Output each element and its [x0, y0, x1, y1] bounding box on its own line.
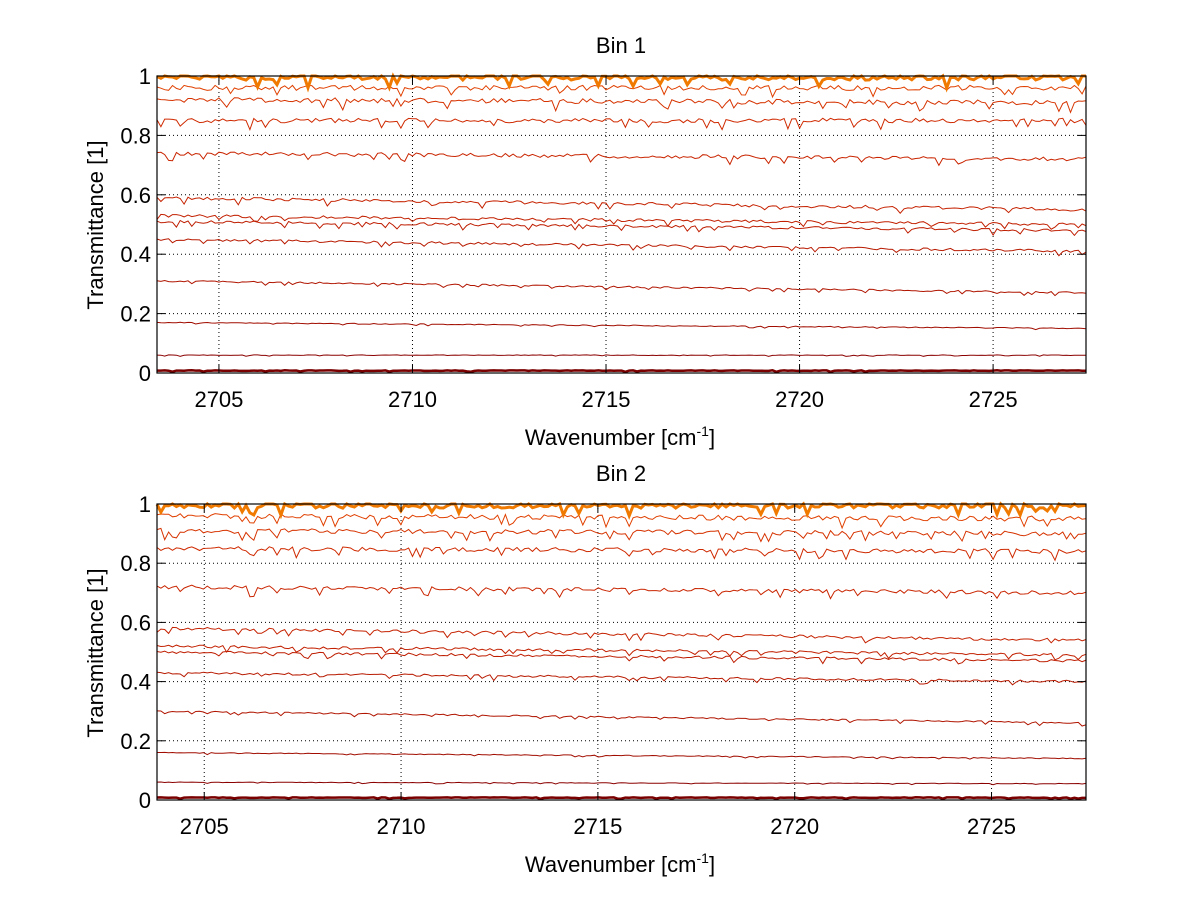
y-tick-label: 0.2	[120, 302, 151, 327]
axes-box	[156, 503, 1087, 801]
x-tick-label: 2725	[967, 814, 1016, 839]
series-line	[156, 97, 1087, 114]
y-axis-label: Transmittance [1]	[83, 140, 108, 309]
y-tick-label: 0.2	[120, 729, 151, 754]
series-line	[156, 512, 1087, 530]
y-tick-label: 0.6	[120, 610, 151, 635]
plot-area: 2705 2710 2715 2720 2725 0 0.2 0.4 0.6 0.8 1	[120, 492, 1087, 839]
x-axis-label-main: Wavenumber [cm	[525, 425, 697, 450]
chart-title: Bin 2	[596, 461, 646, 486]
y-tick-label: 0	[139, 361, 151, 386]
plot-area: 2705 2710 2715 2720 2725 0 0.2 0.4 0.6 0.8 1	[120, 64, 1087, 412]
x-axis-label-close: ]	[709, 852, 715, 877]
x-axis-label-main: Wavenumber [cm	[525, 852, 697, 877]
y-tick-label: 0.4	[120, 670, 151, 695]
x-tick-label: 2715	[582, 387, 631, 412]
x-tick-label: 2720	[775, 387, 824, 412]
x-tick-label: 2705	[194, 387, 243, 412]
y-tick-label: 0.8	[120, 123, 151, 148]
series-line	[156, 151, 1087, 167]
series-line	[156, 321, 1087, 331]
y-tick-label: 0.4	[120, 242, 151, 267]
x-tick-label: 2720	[770, 814, 819, 839]
x-tick-label: 2710	[377, 814, 426, 839]
x-axis-label-close: ]	[709, 425, 715, 450]
series-line	[157, 751, 1087, 760]
series-line	[156, 781, 1087, 786]
series-line	[156, 84, 1087, 99]
x-axis-label-superscript: -1	[697, 423, 710, 439]
x-tick-label: 2725	[969, 387, 1018, 412]
x-tick-label: 2715	[573, 814, 622, 839]
series-line	[156, 238, 1087, 257]
x-axis-label: Wavenumber [cm-1]	[525, 850, 715, 877]
axes-box	[156, 75, 1087, 374]
series-line	[156, 117, 1087, 131]
y-tick-label: 1	[139, 64, 151, 89]
chart-title: Bin 1	[596, 33, 646, 58]
x-axis-label-superscript: -1	[697, 850, 710, 866]
y-axis-label: Transmittance [1]	[83, 568, 108, 737]
series-line	[156, 710, 1087, 727]
series-line	[156, 626, 1087, 644]
series-line	[156, 650, 1087, 665]
y-tick-label: 0.6	[120, 183, 151, 208]
series-line	[156, 584, 1087, 600]
series-line	[156, 671, 1087, 686]
y-tick-label: 0.8	[120, 551, 151, 576]
chart-panel-bin-2: Bin 2 Transmittance [1] Wavenumber [cm-1…	[83, 461, 1087, 877]
x-tick-label: 2705	[180, 814, 229, 839]
series-line	[156, 796, 1086, 801]
y-tick-label: 0	[139, 788, 151, 813]
series-line	[157, 369, 1086, 374]
series-line	[156, 213, 1087, 230]
series-line	[156, 644, 1087, 661]
series-line	[156, 219, 1087, 237]
series-line	[156, 546, 1087, 562]
x-axis-label: Wavenumber [cm-1]	[525, 423, 715, 450]
series-line	[156, 527, 1087, 543]
series-line	[156, 196, 1087, 214]
y-tick-label: 1	[139, 492, 151, 517]
series-line	[156, 354, 1087, 357]
chart-panel-bin-1: Bin 1 Transmittance [1] Wavenumber [cm-1…	[83, 33, 1087, 450]
series-line	[156, 279, 1087, 297]
x-tick-label: 2710	[388, 387, 437, 412]
